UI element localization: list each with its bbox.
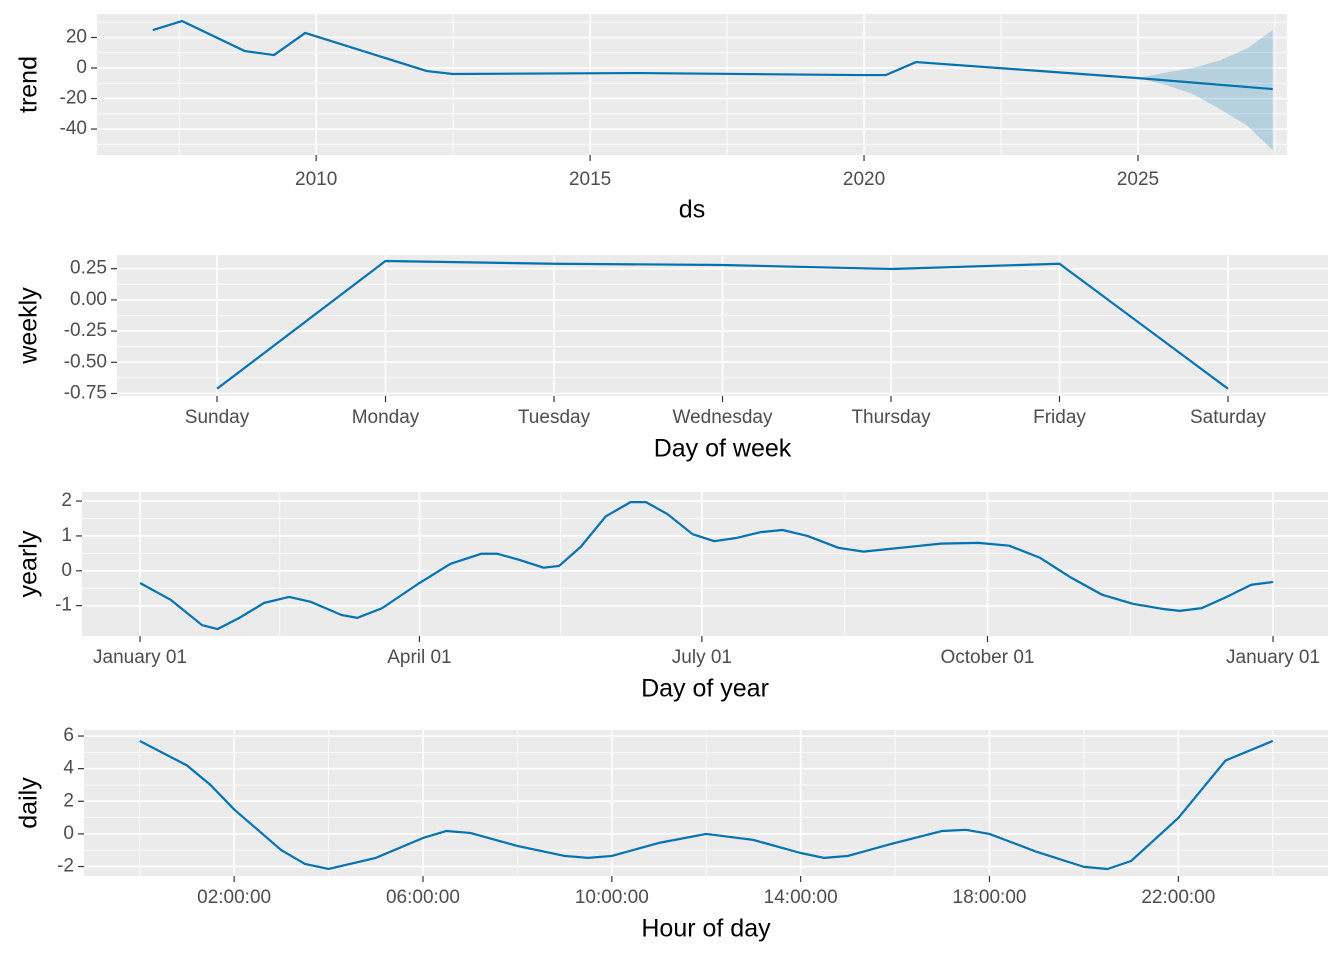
x-axis-title: Day of week <box>654 435 792 463</box>
y-tick-label: 2 <box>61 490 72 511</box>
y-tick-label: 1 <box>61 525 72 546</box>
uncertainty-band <box>1137 30 1273 151</box>
x-tick-label: Tuesday <box>518 407 591 428</box>
y-axis-title: weekly <box>15 287 43 365</box>
x-tick-label: Thursday <box>851 407 931 428</box>
y-tick-label: -1 <box>55 595 72 616</box>
y-tick-label: 0.25 <box>70 258 107 279</box>
x-tick-label: April 01 <box>387 647 451 668</box>
y-tick-label: -2 <box>57 856 74 877</box>
x-tick-label: 2015 <box>569 169 611 190</box>
y-tick-label: -0.50 <box>64 351 107 372</box>
x-tick-label: 2010 <box>295 169 337 190</box>
y-tick-label: 0.00 <box>70 289 107 310</box>
x-axis-title: Hour of day <box>641 915 771 943</box>
y-tick-label: 6 <box>63 725 74 746</box>
y-tick-label: -0.75 <box>64 383 107 404</box>
x-tick-label: 22:00:00 <box>1141 887 1215 908</box>
y-tick-label: 0 <box>61 560 72 581</box>
component-line <box>139 739 1274 871</box>
x-tick-label: Wednesday <box>673 407 773 428</box>
y-tick-label: 0 <box>63 823 74 844</box>
x-tick-label: 02:00:00 <box>197 887 271 908</box>
x-tick-label: Sunday <box>185 407 250 428</box>
panel-background <box>97 14 1287 155</box>
x-tick-label: Monday <box>352 407 420 428</box>
component-line <box>216 259 1229 390</box>
x-tick-label: Saturday <box>1190 407 1267 428</box>
x-tick-label: October 01 <box>940 647 1034 668</box>
component-line <box>152 19 1273 91</box>
x-axis-title: ds <box>679 196 705 224</box>
y-tick-label: -20 <box>60 88 87 109</box>
y-tick-label: 2 <box>63 790 74 811</box>
y-tick-label: -40 <box>60 118 87 139</box>
x-tick-label: 2020 <box>843 169 885 190</box>
component-line <box>139 501 1274 631</box>
x-tick-label: 10:00:00 <box>575 887 649 908</box>
x-tick-label: January 01 <box>93 647 187 668</box>
x-tick-label: Friday <box>1033 407 1086 428</box>
x-tick-label: 14:00:00 <box>764 887 838 908</box>
y-axis-title: yearly <box>15 530 43 597</box>
y-tick-label: 4 <box>63 758 74 779</box>
y-tick-label: 20 <box>66 27 87 48</box>
y-axis-title: daily <box>15 777 43 829</box>
x-tick-label: 06:00:00 <box>386 887 460 908</box>
y-axis-title: trend <box>15 56 43 113</box>
y-tick-label: -0.25 <box>64 320 107 341</box>
x-tick-label: 2025 <box>1117 169 1159 190</box>
x-tick-label: July 01 <box>672 647 732 668</box>
panel-background <box>82 492 1328 636</box>
x-tick-label: 18:00:00 <box>953 887 1027 908</box>
x-tick-label: January 01 <box>1226 647 1320 668</box>
x-axis-title: Day of year <box>641 675 769 703</box>
y-tick-label: 0 <box>76 57 87 78</box>
